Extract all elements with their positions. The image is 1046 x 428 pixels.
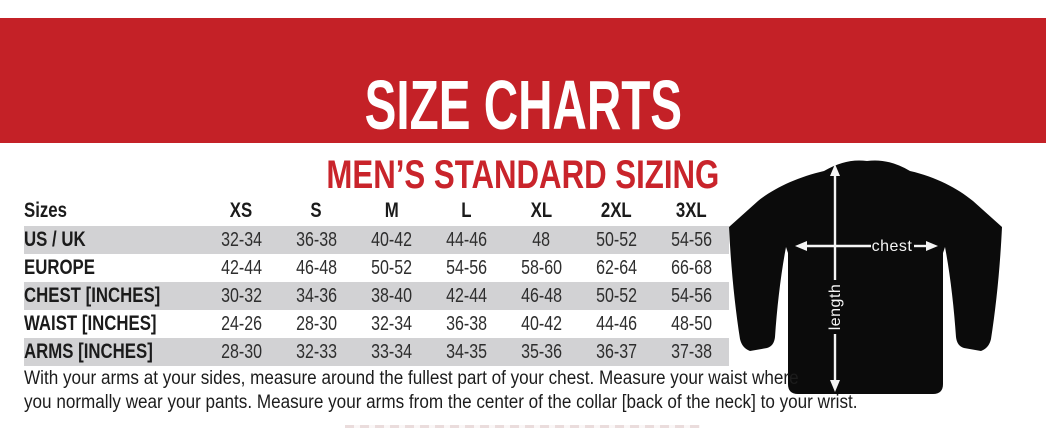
cell-value: 54-56 [671,228,712,251]
cell-value: 50-52 [596,228,637,251]
cell-value: 32-34 [221,228,262,251]
shirt-measurement-diagram: length chest [729,160,1002,394]
row-label: US / UK [24,228,86,251]
cell-value: 34-35 [446,340,487,363]
section-heading: MEN’S STANDARD SIZING [0,155,1046,195]
col-header-sizes: Sizes [24,199,67,222]
cell-value: 48-50 [671,312,712,335]
section-heading-text: MEN’S STANDARD SIZING [326,153,720,197]
cell-value: 54-56 [671,284,712,307]
cell-value: 54-56 [446,256,487,279]
shirt-silhouette [729,160,1002,394]
page-title-text: SIZE CHARTS [364,66,682,144]
cell-value: 36-38 [296,228,337,251]
sizing-table: Sizes XS S M L XL 2XL 3XL US / UK 32-34 … [24,196,729,366]
cell-value: 24-26 [221,312,262,335]
col-header-2xl: 2XL [601,199,632,222]
col-header-m: M [384,199,399,222]
cell-value: 44-46 [596,312,637,335]
measurement-note-line-2: you normally wear your pants. Measure yo… [24,392,858,413]
measurement-note-line-1: With your arms at your sides, measure ar… [24,368,799,389]
cell-value: 28-30 [221,340,262,363]
col-header-xs: XS [230,199,253,222]
chest-arrowhead-right [926,241,938,251]
length-arrowhead-down [830,380,840,392]
cropped-next-section [345,425,700,428]
row-label: ARMS [INCHES] [24,340,153,363]
cell-value: 66-68 [671,256,712,279]
chest-label: chest [872,238,913,255]
col-header-l: L [461,199,472,222]
col-header-3xl: 3XL [676,199,707,222]
table-row-us-uk: US / UK 32-34 36-38 40-42 44-46 48 50-52… [24,226,729,254]
cell-value: 44-46 [446,228,487,251]
cell-value: 48 [532,228,551,251]
length-label: length [827,284,844,331]
cell-value: 36-38 [446,312,487,335]
table-row-waist: WAIST [INCHES] 24-26 28-30 32-34 36-38 4… [24,310,729,338]
cell-value: 37-38 [671,340,712,363]
cell-value: 58-60 [521,256,562,279]
cell-value: 30-32 [221,284,262,307]
cell-value: 42-44 [221,256,262,279]
cell-value: 40-42 [371,228,412,251]
chest-arrowhead-left [795,241,807,251]
cell-value: 42-44 [446,284,487,307]
col-header-s: S [310,199,323,222]
cell-value: 62-64 [596,256,637,279]
row-label: EUROPE [24,256,95,279]
table-row-europe: EUROPE 42-44 46-48 50-52 54-56 58-60 62-… [24,254,729,282]
cell-value: 38-40 [371,284,412,307]
length-arrowhead-up [830,164,840,176]
banner: SIZE CHARTS [0,18,1046,143]
cell-value: 50-52 [371,256,412,279]
cell-value: 33-34 [371,340,412,363]
table-header-row: Sizes XS S M L XL 2XL 3XL [24,196,729,226]
measurement-note: With your arms at your sides, measure ar… [24,367,858,415]
cell-value: 50-52 [596,284,637,307]
table-row-arms: ARMS [INCHES] 28-30 32-33 33-34 34-35 35… [24,338,729,366]
cell-value: 28-30 [296,312,337,335]
cell-value: 32-34 [371,312,412,335]
table-row-chest: CHEST [INCHES] 30-32 34-36 38-40 42-44 4… [24,282,729,310]
cell-value: 35-36 [521,340,562,363]
row-label: WAIST [INCHES] [24,312,157,335]
cell-value: 32-33 [296,340,337,363]
cell-value: 46-48 [521,284,562,307]
page-title: SIZE CHARTS [0,70,1046,140]
row-label: CHEST [INCHES] [24,284,161,307]
cell-value: 40-42 [521,312,562,335]
cell-value: 34-36 [296,284,337,307]
cell-value: 36-37 [596,340,637,363]
col-header-xl: XL [530,199,553,222]
cell-value: 46-48 [296,256,337,279]
